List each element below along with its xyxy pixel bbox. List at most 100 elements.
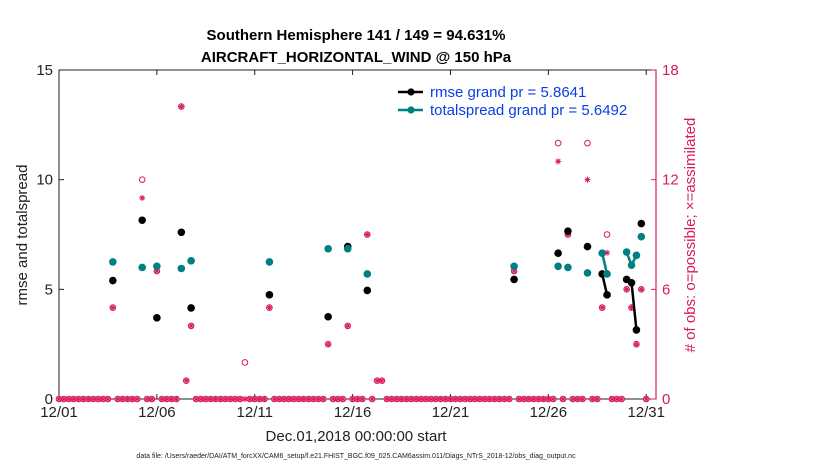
obs-assimilated-stroke <box>281 396 287 402</box>
obs-assimilated-stroke <box>237 396 243 402</box>
rmse-point <box>109 276 117 285</box>
obs-assimilated-stroke <box>492 396 497 402</box>
obs-assimilated-stroke <box>433 396 439 402</box>
obs-assimilated-stroke <box>203 396 209 402</box>
obs-assimilated-stroke <box>467 396 473 402</box>
obs-assimilated-point <box>369 396 376 402</box>
obs-assimilated-stroke <box>306 396 312 402</box>
obs-assimilated-stroke <box>472 396 478 402</box>
obs-assimilated-point <box>364 231 371 238</box>
obs-assimilated-stroke <box>643 396 649 402</box>
legend-rmse-label: rmse grand pr = 5.8641 <box>430 84 586 101</box>
obs-assimilated-point <box>599 304 606 311</box>
obs-assimilated-stroke <box>379 378 385 384</box>
y-right-tick-label: 0 <box>662 391 670 408</box>
obs-assimilated-point <box>467 396 474 402</box>
spread-point <box>177 264 186 273</box>
obs-assimilated-point <box>545 396 552 402</box>
obs-assimilated-point <box>80 396 87 402</box>
legend-spread-marker <box>407 106 415 114</box>
obs-assimilated-stroke <box>477 396 483 402</box>
obs-assimilated-point <box>344 322 351 329</box>
obs-assimilated-point <box>623 286 630 293</box>
obs-assimilated-stroke <box>262 396 267 402</box>
obs-assimilated-stroke <box>218 396 223 402</box>
obs-assimilated-stroke <box>76 396 82 402</box>
chart-title-line2: AIRCRAFT_HORIZONTAL_WIND @ 150 hPa <box>201 49 512 66</box>
data-file-footer: data file: /Users/raeder/DAI/ATM_forcXX/… <box>136 453 576 460</box>
obs-assimilated-point <box>173 396 180 402</box>
obs-assimilated-point <box>633 341 640 348</box>
spread-point <box>583 269 592 277</box>
obs-assimilated-point <box>418 396 425 402</box>
obs-assimilated-point <box>139 194 146 201</box>
obs-assimilated-point <box>183 377 190 384</box>
rmse-point <box>564 227 572 236</box>
obs-assimilated-point <box>188 322 195 329</box>
y-right-tick-label: 6 <box>662 281 670 298</box>
obs-assimilated-stroke <box>536 396 542 402</box>
obs-assimilated-stroke <box>301 396 307 402</box>
rmse-point <box>177 228 186 237</box>
obs-possible-point <box>138 176 146 183</box>
spread-point <box>564 263 572 272</box>
obs-assimilated-stroke <box>296 396 302 402</box>
spread-point <box>153 262 161 271</box>
rmse-point <box>324 312 332 321</box>
obs-assimilated-point <box>447 396 454 402</box>
obs-assimilated-point <box>555 158 562 165</box>
obs-assimilated-point <box>628 304 635 311</box>
obs-assimilated-point <box>579 396 586 402</box>
obs-assimilated-stroke <box>164 396 170 402</box>
obs-assimilated-point <box>506 396 513 402</box>
obs-assimilated-point <box>374 377 381 384</box>
obs-assimilated-stroke <box>320 396 326 402</box>
chart-title-line1: Southern Hemisphere 141 / 149 = 94.631% <box>207 27 506 44</box>
obs-assimilated-stroke <box>330 396 336 402</box>
obs-assimilated-stroke <box>355 396 360 402</box>
obs-assimilated-stroke <box>575 396 581 402</box>
obs-assimilated-point <box>339 396 346 402</box>
legend-rmse-marker <box>407 88 415 96</box>
obs-assimilated-stroke <box>570 396 576 402</box>
obs-assimilated-point <box>104 396 111 402</box>
obs-assimilated-stroke <box>609 396 615 402</box>
rmse-point <box>554 249 562 257</box>
obs-assimilated-stroke <box>350 396 356 402</box>
obs-assimilated-stroke <box>286 396 292 402</box>
obs-assimilated-stroke <box>369 396 375 402</box>
obs-assimilated-point <box>163 396 170 402</box>
obs-possible-point <box>554 139 562 147</box>
obs-assimilated-stroke <box>580 396 586 402</box>
obs-assimilated-stroke <box>540 396 546 402</box>
obs-assimilated-stroke <box>188 323 194 329</box>
obs-assimilated-point <box>232 396 239 402</box>
obs-assimilated-point <box>378 377 385 384</box>
obs-assimilated-stroke <box>531 396 537 402</box>
obs-assimilated-point <box>408 396 415 402</box>
spread-point <box>187 257 195 265</box>
obs-assimilated-stroke <box>173 396 179 402</box>
spread-point <box>622 248 631 256</box>
y-left-tick-label: 10 <box>36 172 53 189</box>
obs-assimilated-stroke <box>129 396 135 402</box>
x-tick-label: 12/16 <box>334 404 372 421</box>
obs-assimilated-stroke <box>125 396 130 402</box>
obs-assimilated-point <box>530 396 537 402</box>
spread-point <box>363 270 372 278</box>
obs-possible-point <box>584 139 591 147</box>
rmse-point <box>265 291 274 299</box>
obs-assimilated-stroke <box>428 396 434 402</box>
obs-assimilated-point <box>643 396 650 402</box>
obs-assimilated-point <box>560 396 567 402</box>
spread-point <box>554 262 562 271</box>
obs-assimilated-stroke <box>120 396 126 402</box>
x-tick-label: 12/26 <box>530 404 568 421</box>
obs-assimilated-stroke <box>359 396 365 402</box>
obs-assimilated-stroke <box>614 396 620 402</box>
obs-assimilated-stroke <box>496 396 502 402</box>
spread-point <box>343 244 352 253</box>
obs-assimilated-point <box>168 396 175 402</box>
obs-assimilated-stroke <box>257 396 263 402</box>
obs-assimilated-point <box>290 396 297 402</box>
